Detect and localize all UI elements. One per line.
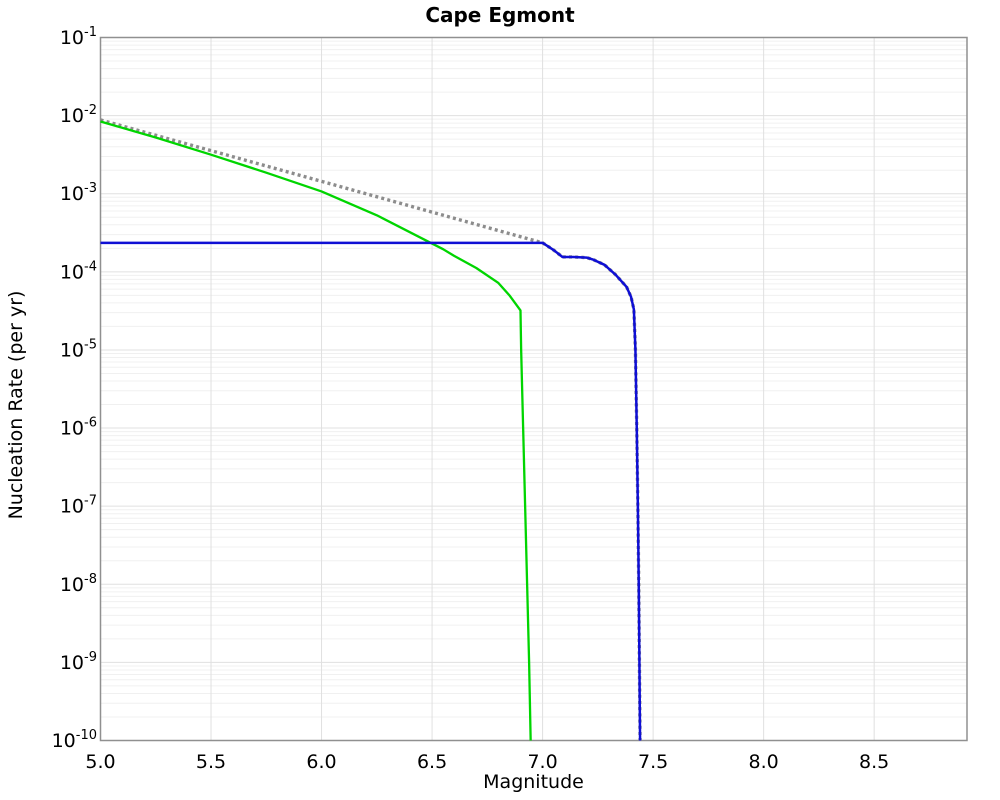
x-tick-label: 8.5 [859, 751, 889, 773]
x-tick-label: 7.0 [527, 751, 557, 773]
x-tick-label: 7.5 [638, 751, 668, 773]
y-tick-label: 10-9 [60, 650, 97, 674]
y-tick-label: 10-7 [60, 494, 97, 518]
x-tick-label: 5.5 [196, 751, 226, 773]
x-tick-label: 5.0 [85, 751, 115, 773]
y-tick-label: 10-2 [60, 103, 97, 127]
chart-title: Cape Egmont [425, 3, 575, 27]
series-green-curve [100, 120, 532, 741]
y-tick-label: 10-6 [60, 416, 97, 440]
y-tick-label: 10-4 [60, 259, 97, 283]
y-tick-label: 10-10 [52, 728, 97, 752]
y-tick-label: 10-5 [60, 337, 97, 361]
x-tick-label: 6.0 [306, 751, 336, 773]
plot-border [99, 36, 968, 742]
x-axis-title: Magnitude [483, 771, 584, 793]
series-blue-curve [100, 241, 642, 741]
y-tick-label: 10-8 [60, 572, 97, 596]
y-tick-label: 10-3 [60, 181, 97, 205]
x-tick-label: 6.5 [417, 751, 447, 773]
x-tick-label: 8.0 [749, 751, 779, 773]
y-tick-label: 10-1 [60, 25, 97, 49]
